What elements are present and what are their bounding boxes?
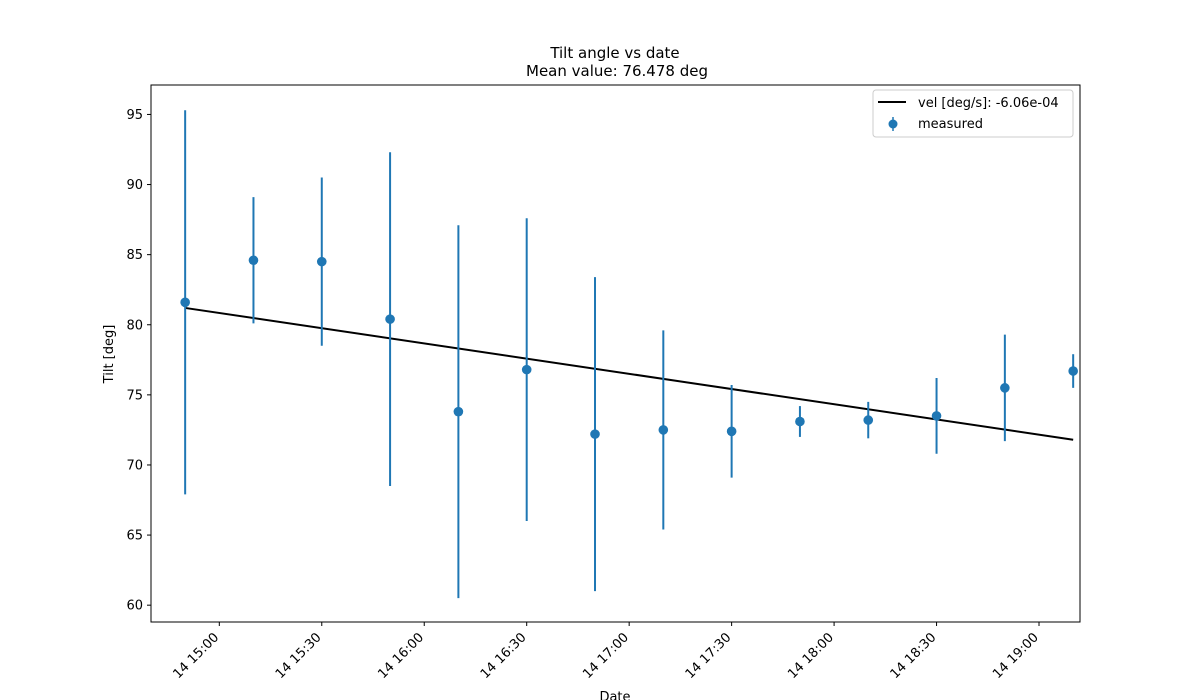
x-tick-label: 14 17:30 [683, 630, 735, 682]
legend: vel [deg/s]: -6.06e-04 measured [872, 89, 1074, 138]
x-tick-label: 14 15:30 [273, 630, 325, 682]
data-point [863, 415, 874, 425]
y-tick-label: 60 [126, 599, 143, 614]
fit-line [185, 306, 1074, 441]
x-tick-label: 14 15:00 [170, 630, 222, 682]
y-axis-ticks: 60 65 70 75 80 85 90 95 [126, 108, 151, 614]
y-tick-label: 70 [126, 458, 143, 473]
y-tick-label: 90 [126, 178, 143, 193]
y-tick-label: 65 [126, 529, 143, 544]
x-tick-label: 14 18:30 [888, 630, 940, 682]
data-point [248, 255, 259, 266]
data-point [1000, 383, 1010, 393]
legend-fit-label: vel [deg/s]: -6.06e-04 [918, 96, 1059, 111]
data-point [795, 416, 805, 427]
x-axis-label: Date [599, 690, 630, 700]
x-tick-label: 14 19:00 [990, 630, 1042, 682]
data-point [453, 406, 464, 417]
x-tick-label: 14 17:00 [580, 630, 632, 682]
y-tick-label: 95 [126, 108, 143, 123]
data-point [590, 429, 600, 439]
chart-title: Tilt angle vs date [549, 44, 679, 62]
y-tick-label: 75 [126, 388, 143, 403]
plot-frame [150, 84, 1081, 623]
data-point [726, 426, 737, 437]
data-point [658, 425, 669, 435]
y-tick-label: 85 [126, 248, 143, 263]
x-axis-ticks: 14 15:00 14 15:30 14 16:00 14 16:30 14 17:00… [170, 622, 1042, 682]
data-point [316, 256, 327, 267]
y-tick-label: 80 [126, 318, 143, 333]
legend-measured-label: measured [918, 117, 983, 132]
data-point [1068, 366, 1078, 376]
legend-box [872, 89, 1074, 138]
data-point [931, 411, 942, 421]
chart-subtitle: Mean value: 76.478 deg [526, 62, 708, 80]
x-tick-label: 14 16:00 [375, 630, 427, 682]
data-point [385, 314, 395, 324]
data-point [521, 364, 532, 375]
x-tick-label: 14 16:30 [478, 630, 530, 682]
x-tick-label: 14 18:00 [785, 630, 837, 682]
legend-marker-swatch [888, 119, 898, 129]
y-axis-label: Tilt [deg] [102, 325, 117, 385]
plot-area [180, 110, 1078, 599]
data-point [180, 297, 190, 308]
